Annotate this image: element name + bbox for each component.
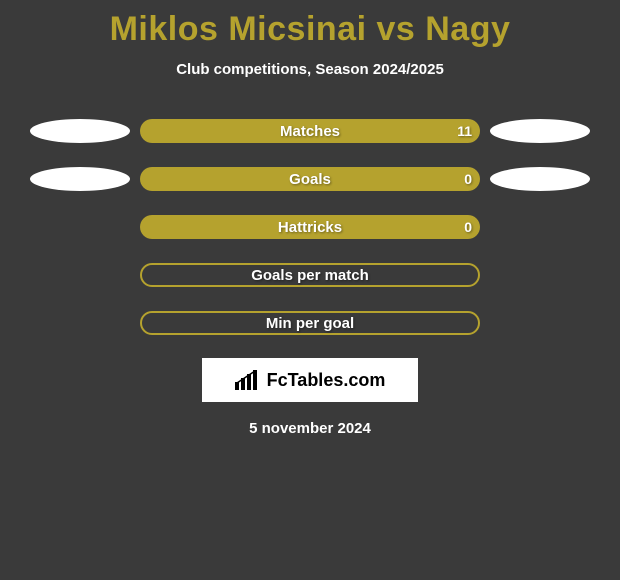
subtitle: Club competitions, Season 2024/2025 — [0, 61, 620, 78]
stat-bar: Hattricks 0 — [140, 215, 480, 239]
stat-row: Hattricks 0 — [0, 214, 620, 240]
stat-bar: Matches 11 — [140, 119, 480, 143]
stat-value-right: 0 — [464, 171, 472, 187]
stat-bar: Goals 0 — [140, 167, 480, 191]
generated-date: 5 november 2024 — [0, 420, 620, 437]
page-title: Miklos Micsinai vs Nagy — [0, 0, 620, 49]
stat-label: Min per goal — [266, 315, 354, 332]
player-compare-card: Miklos Micsinai vs Nagy Club competition… — [0, 0, 620, 580]
right-photo-placeholder — [490, 167, 590, 191]
stat-bar: Min per goal — [140, 311, 480, 335]
stat-row: Min per goal — [0, 310, 620, 336]
bars-icon — [235, 370, 261, 390]
stat-value-right: 0 — [464, 219, 472, 235]
left-photo-placeholder — [30, 119, 130, 143]
brand-text: FcTables.com — [267, 370, 386, 391]
stat-label: Hattricks — [278, 219, 342, 236]
stat-row: Goals per match — [0, 262, 620, 288]
stat-row: Goals 0 — [0, 166, 620, 192]
stats-block: Matches 11 Goals 0 Hattricks 0 Goal — [0, 118, 620, 336]
brand-logo[interactable]: FcTables.com — [202, 358, 418, 402]
stat-label: Goals — [289, 171, 331, 188]
stat-value-right: 11 — [457, 123, 472, 139]
right-photo-placeholder — [490, 119, 590, 143]
stat-bar: Goals per match — [140, 263, 480, 287]
stat-label: Goals per match — [251, 267, 369, 284]
stat-row: Matches 11 — [0, 118, 620, 144]
stat-label: Matches — [280, 123, 340, 140]
left-photo-placeholder — [30, 167, 130, 191]
